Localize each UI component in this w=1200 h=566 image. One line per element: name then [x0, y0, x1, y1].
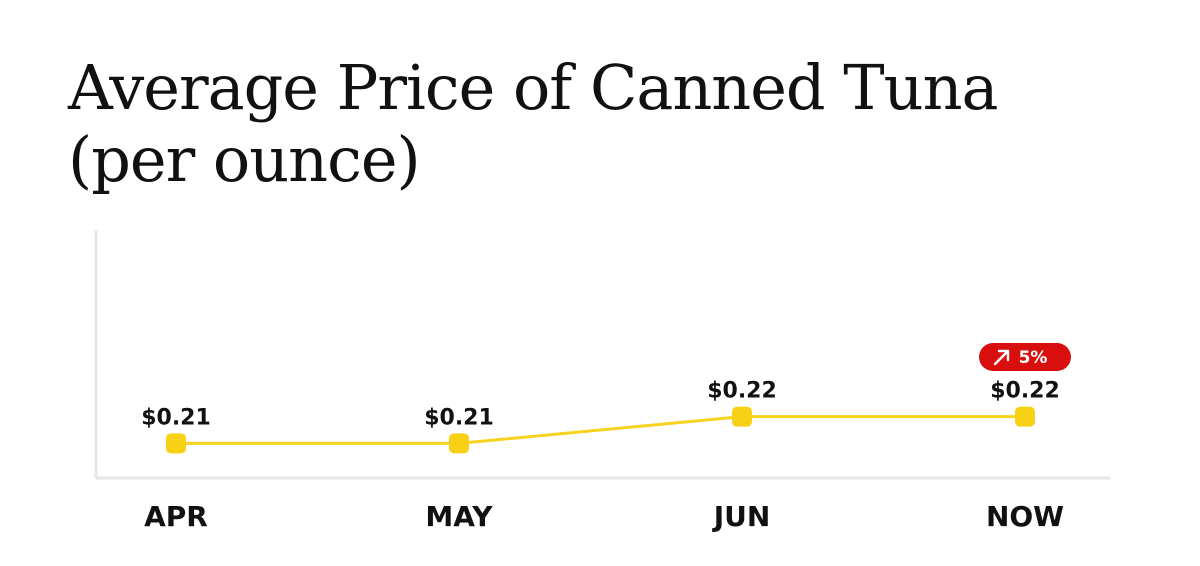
data-point-apr	[166, 433, 186, 454]
data-point-may	[449, 433, 469, 454]
chart-title-line-1: Average Price of Canned Tuna	[68, 51, 999, 124]
series-line	[176, 415, 1025, 445]
data-label-jun: $0.22	[707, 379, 777, 404]
arrow-up-right-icon	[993, 349, 1010, 366]
x-tick-now: NOW	[986, 500, 1064, 533]
data-label-apr: $0.21	[141, 405, 211, 430]
x-tick-jun: JUN	[712, 500, 771, 533]
chart-title-line-2: (per ounce)	[68, 123, 421, 196]
x-axis-ticks: APR MAY JUN NOW	[144, 500, 1064, 533]
change-annotation: 5%	[979, 343, 1071, 371]
data-point-jun	[732, 406, 752, 427]
change-badge-text: 5%	[1019, 348, 1048, 368]
chart-axes	[94, 230, 1110, 480]
data-point-now	[1015, 406, 1035, 427]
data-label-now: $0.22	[990, 379, 1060, 404]
data-label-may: $0.21	[424, 405, 494, 430]
x-tick-apr: APR	[144, 500, 208, 533]
data-points	[166, 406, 1035, 454]
data-labels: $0.21 $0.21 $0.22 $0.22	[141, 379, 1060, 431]
x-tick-may: MAY	[425, 500, 493, 533]
chart-title: Average Price of Canned Tuna (per ounce)	[68, 52, 1128, 196]
price-line	[176, 415, 1025, 445]
